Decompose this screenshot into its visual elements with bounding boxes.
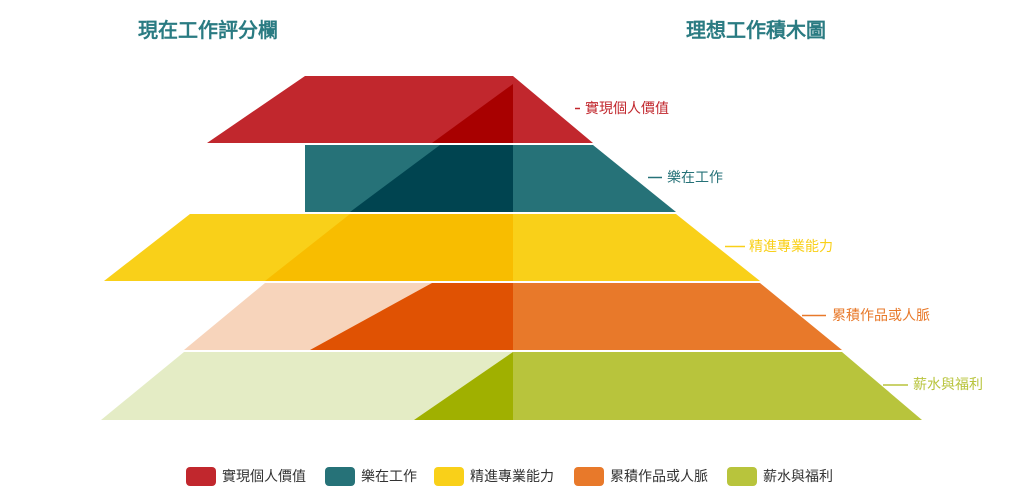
legend-label: 實現個人價值: [222, 469, 306, 485]
level-2-ideal-block: [513, 145, 676, 212]
chart-legend: 實現個人價值 樂在工作 精進專業能力 累積作品或人脈 薪水與福利: [0, 466, 1024, 490]
level-5-label: 薪水與福利: [913, 377, 983, 393]
legend-swatch: [727, 466, 757, 486]
level-1-current-bar: [207, 76, 513, 143]
legend-item: 樂在工作: [325, 466, 417, 486]
legend-item: 累積作品或人脈: [574, 466, 708, 486]
legend-label: 累積作品或人脈: [610, 469, 708, 485]
level-5-current-bar: [101, 352, 513, 420]
legend-item: 薪水與福利: [727, 466, 833, 486]
legend-swatch: [186, 466, 216, 486]
level-4-overlap: [310, 283, 513, 350]
left-chart-title: 現在工作評分欄: [138, 18, 278, 42]
level-5-ideal-block: [513, 352, 922, 420]
legend-label: 樂在工作: [361, 469, 417, 485]
level-4-ideal-block: [513, 283, 842, 350]
legend-item: 實現個人價值: [186, 466, 306, 486]
level-1-ideal-block: [513, 76, 593, 143]
level-3-label: 精進專業能力: [749, 239, 833, 255]
legend-swatch: [574, 466, 604, 486]
legend-item: 精進專業能力: [434, 466, 554, 486]
right-chart-title: 理想工作積木圖: [686, 18, 826, 42]
level-2-overlap: [350, 145, 513, 212]
legend-swatch: [325, 466, 355, 486]
level-2-label: 樂在工作: [667, 169, 723, 186]
level-1-overlap: [432, 84, 513, 143]
level-5-overlap: [414, 352, 513, 420]
legend-label: 薪水與福利: [763, 469, 833, 485]
level-3-overlap: [265, 214, 513, 281]
level-1-label: 實現個人價值: [585, 100, 669, 117]
level-3-ideal-block: [513, 214, 760, 281]
level-4-label: 累積作品或人脈: [832, 308, 930, 324]
legend-label: 精進專業能力: [470, 469, 554, 485]
legend-swatch: [434, 466, 464, 486]
